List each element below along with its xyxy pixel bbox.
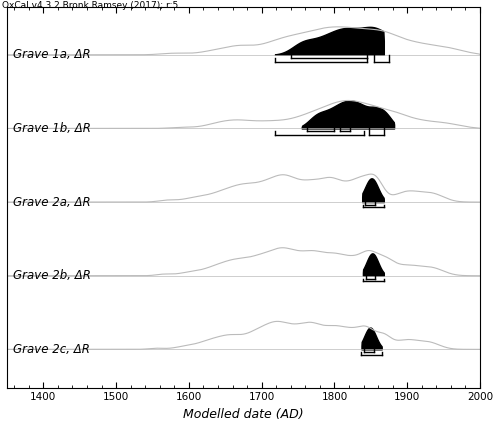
Text: Grave 1b, ΔR: Grave 1b, ΔR: [13, 122, 90, 135]
Text: Grave 1a, ΔR: Grave 1a, ΔR: [13, 48, 90, 61]
Text: Grave 2c, ΔR: Grave 2c, ΔR: [13, 343, 90, 356]
X-axis label: Modelled date (AD): Modelled date (AD): [183, 408, 304, 421]
Text: OxCal v4.3.2 Bronk Ramsey (2017); r:5: OxCal v4.3.2 Bronk Ramsey (2017); r:5: [2, 1, 179, 10]
Text: Grave 2b, ΔR: Grave 2b, ΔR: [13, 269, 90, 282]
Text: Grave 2a, ΔR: Grave 2a, ΔR: [13, 196, 90, 208]
